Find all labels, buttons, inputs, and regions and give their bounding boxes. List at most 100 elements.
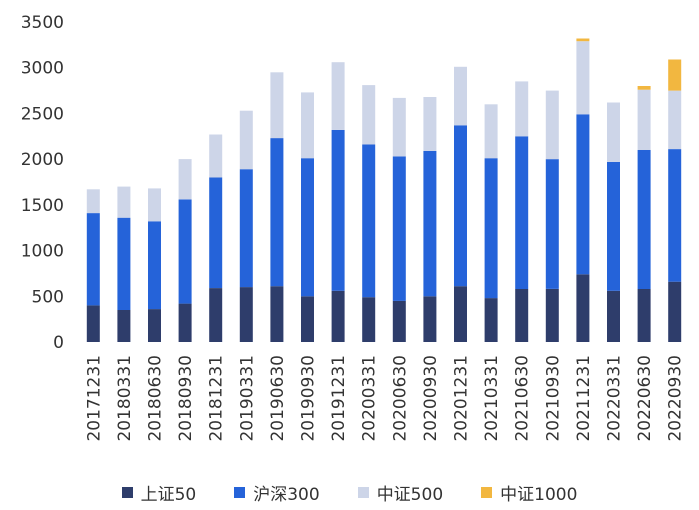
bar-segment (576, 114, 590, 275)
bar-segment (148, 221, 161, 310)
bar-segment (331, 129, 345, 291)
bar-segment (607, 102, 620, 162)
x-tick-label: 20210331 (482, 355, 502, 442)
bar-segment (178, 303, 192, 342)
bar-segment (668, 59, 682, 91)
x-tick-label: 20180630 (146, 355, 166, 442)
legend-item: 中证1000 (481, 480, 577, 505)
x-tick-label: 20180930 (176, 355, 196, 442)
bar-segment (392, 156, 406, 301)
bars (86, 38, 682, 342)
x-tick-label: 20191231 (329, 355, 349, 442)
bar-segment (239, 110, 253, 170)
x-tick-label: 20210930 (543, 355, 563, 442)
bar-segment (209, 134, 223, 178)
bar-segment (515, 81, 529, 137)
x-tick-label: 20201231 (452, 355, 472, 442)
x-tick-label: 20190930 (299, 355, 319, 442)
bar-segment (270, 72, 284, 139)
y-tick-label: 2500 (21, 104, 64, 124)
bar-segment (86, 305, 100, 342)
x-tick-label: 20200331 (360, 355, 380, 442)
bar-segment (331, 290, 345, 342)
legend: 上证50 沪深300 中证500 中证1000 (0, 480, 699, 505)
legend-item: 中证500 (357, 480, 444, 505)
bar-segment (576, 38, 590, 42)
bar-segment (117, 217, 131, 310)
bar-segment (423, 296, 437, 342)
bar-segment (607, 161, 620, 291)
bar-segment (637, 86, 651, 90)
bar-segment (484, 158, 498, 299)
bar-segment (301, 92, 314, 159)
bar-segment (117, 186, 131, 218)
bar-segment (484, 298, 498, 342)
bar-segment (454, 125, 467, 287)
bar-segment (301, 158, 314, 297)
bar-segment (668, 149, 682, 282)
x-tick-label: 20220331 (605, 355, 625, 442)
legend-swatch (234, 487, 246, 498)
bar-segment (362, 144, 376, 298)
bar-segment (331, 62, 345, 130)
legend-label: 中证500 (376, 485, 444, 505)
bar-segment (270, 138, 284, 287)
bar-segment (576, 41, 590, 115)
bar-segment (148, 188, 161, 222)
bar-segment (209, 288, 223, 342)
bar-segment (454, 66, 467, 126)
x-tick-label: 20220630 (635, 355, 655, 442)
y-tick-label: 0 (53, 333, 64, 353)
legend-item: 沪深300 (234, 480, 320, 505)
x-tick-label: 20181231 (207, 355, 227, 442)
legend-swatch (121, 487, 133, 498)
x-axis-ticks: 20171231 20180331 20180630 20180930 20181231… (84, 355, 685, 442)
bar-segment (86, 189, 100, 214)
x-tick-label: 20190630 (268, 355, 288, 442)
y-tick-label: 3000 (21, 59, 64, 79)
bar-segment (576, 274, 590, 342)
bar-segment (362, 85, 376, 145)
bar-segment (117, 310, 131, 342)
x-tick-label: 20171231 (84, 355, 104, 442)
bar-segment (545, 90, 559, 160)
bar-segment (301, 296, 314, 342)
bar-segment (209, 177, 223, 288)
bar-segment (86, 213, 100, 306)
x-tick-label: 20210630 (513, 355, 533, 442)
bar-segment (637, 150, 651, 289)
bar-segment (423, 97, 437, 151)
bar-segment (607, 290, 620, 342)
y-tick-label: 2000 (21, 150, 64, 170)
bar-segment (392, 97, 406, 157)
y-tick-label: 3500 (21, 13, 64, 33)
bar-segment (392, 300, 406, 342)
legend-item: 上证50 (121, 480, 197, 505)
bar-segment (668, 90, 682, 150)
legend-swatch (357, 487, 369, 498)
bar-segment (637, 89, 651, 150)
bar-segment (270, 286, 284, 342)
bar-segment (178, 199, 192, 304)
bar-segment (239, 287, 253, 342)
legend-label: 中证1000 (500, 485, 578, 505)
bar-segment (362, 297, 376, 342)
x-tick-label: 20190331 (237, 355, 257, 442)
y-tick-label: 500 (32, 287, 64, 307)
bar-segment (148, 309, 161, 342)
x-tick-label: 20220930 (666, 355, 686, 442)
legend-swatch (481, 487, 493, 498)
y-axis-ticks: 0 500 1000 1500 2000 2500 3000 3500 (21, 13, 64, 353)
bar-segment (545, 289, 559, 342)
bar-segment (484, 104, 498, 159)
legend-label: 上证50 (140, 485, 197, 505)
bar-segment (423, 150, 437, 297)
bar-segment (515, 136, 529, 289)
bar-segment (239, 169, 253, 288)
x-tick-label: 20200930 (421, 355, 441, 442)
x-tick-label: 20211231 (574, 355, 594, 442)
bar-segment (454, 286, 467, 342)
bar-segment (668, 281, 682, 342)
bar-segment (178, 159, 192, 200)
